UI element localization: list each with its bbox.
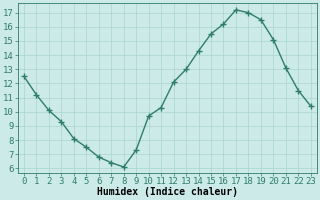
X-axis label: Humidex (Indice chaleur): Humidex (Indice chaleur) (97, 187, 238, 197)
